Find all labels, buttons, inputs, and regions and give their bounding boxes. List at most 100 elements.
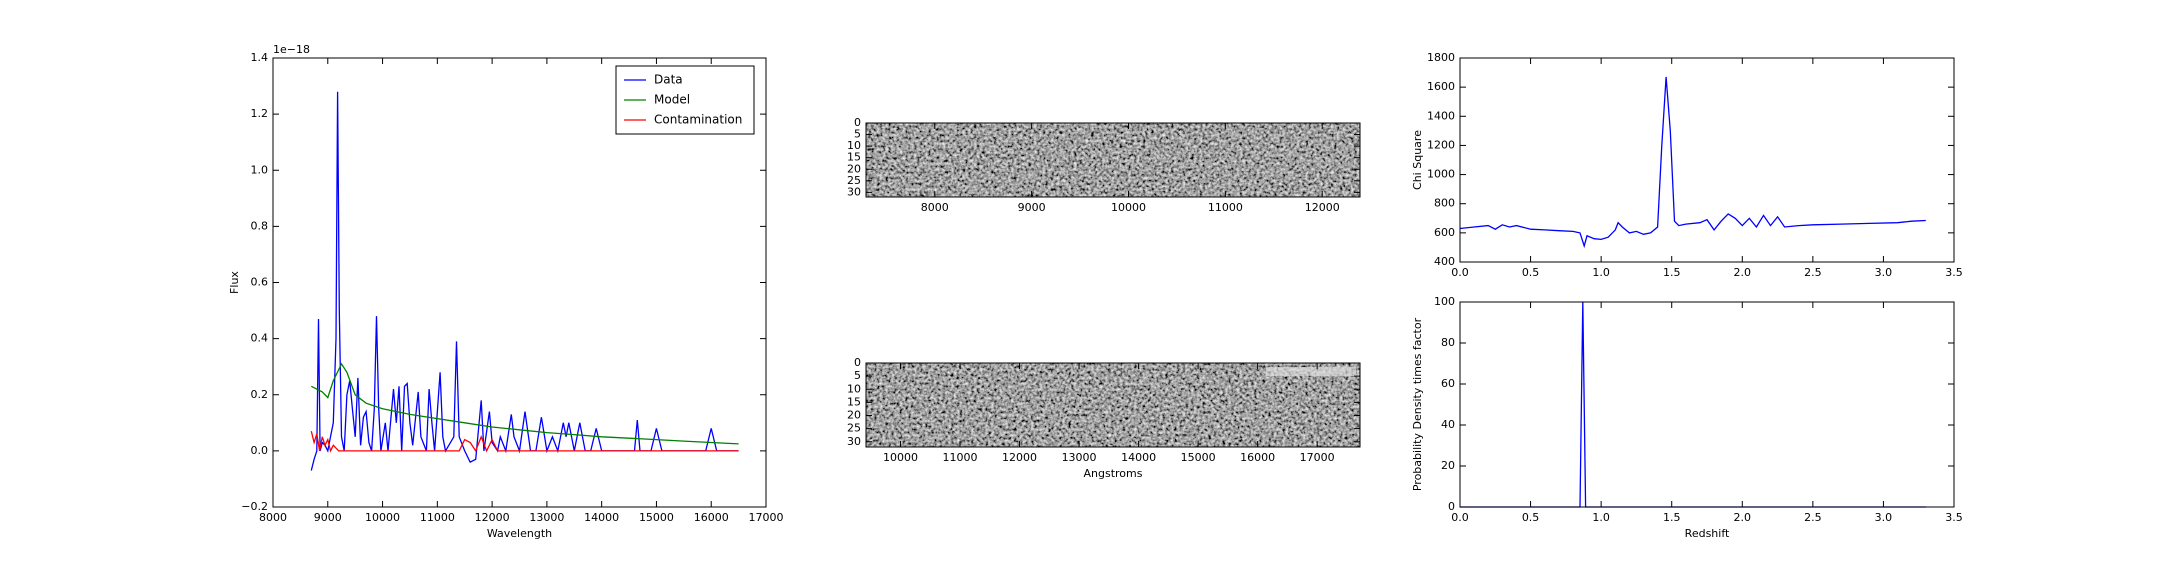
y-tick-label: 100: [1434, 295, 1455, 308]
x-axis-label: Wavelength: [487, 527, 552, 540]
x-tick-label: 17000: [1300, 451, 1335, 464]
y-tick-label: 40: [1441, 418, 1455, 431]
x-tick-label: 14000: [1121, 451, 1156, 464]
x-tick-label: 16000: [694, 511, 729, 524]
x-tick-label: 16000: [1240, 451, 1275, 464]
x-tick-label: 13000: [1062, 451, 1097, 464]
spectrum-image: [866, 123, 1360, 197]
x-tick-label: 2.5: [1804, 511, 1822, 524]
y-tick-label: 1400: [1427, 109, 1455, 122]
x-tick-label: 8000: [921, 201, 949, 214]
y-tick-label: 0: [854, 116, 861, 129]
y-tick-label: 1600: [1427, 80, 1455, 93]
x-tick-label: 9000: [314, 511, 342, 524]
y-tick-label: 5: [854, 128, 861, 141]
y-tick-label: 1.2: [251, 107, 269, 120]
y-tick-label: 0.8: [251, 219, 269, 232]
y-axis-label: Probability Density times factor: [1411, 317, 1424, 491]
y-tick-label: 20: [847, 409, 861, 422]
x-tick-label: 15000: [639, 511, 674, 524]
y-tick-label: 600: [1434, 226, 1455, 239]
x-tick-label: 9000: [1018, 201, 1046, 214]
x-tick-label: 2.0: [1734, 266, 1752, 279]
y-tick-label: 0.4: [251, 332, 269, 345]
y-tick-label: 0.2: [251, 388, 269, 401]
x-tick-label: 17000: [749, 511, 784, 524]
series-line: [1460, 301, 1926, 508]
y-tick-label: −0.2: [241, 500, 268, 513]
y-tick-label: 800: [1434, 197, 1455, 210]
y-tick-label: 1200: [1427, 138, 1455, 151]
y-axis-label: Chi Square: [1411, 130, 1424, 190]
x-tick-label: 2.5: [1804, 266, 1822, 279]
x-tick-label: 0.5: [1522, 266, 1540, 279]
y-tick-label: 1800: [1427, 51, 1455, 64]
series-line: [1459, 76, 1926, 249]
y-tick-label: 0.0: [251, 444, 269, 457]
x-tick-label: 12000: [475, 511, 510, 524]
x-tick-label: 0.0: [1451, 266, 1469, 279]
y-tick-label: 1.4: [251, 51, 269, 64]
y-tick-label: 60: [1441, 377, 1455, 390]
x-tick-label: 10000: [365, 511, 400, 524]
x-tick-label: 0.5: [1522, 511, 1540, 524]
legend-label: Contamination: [654, 113, 742, 127]
x-tick-label: 3.0: [1875, 511, 1893, 524]
y-offset-label: 1e−18: [273, 43, 310, 56]
y-tick-label: 0: [1448, 500, 1455, 513]
series-line: [310, 431, 739, 453]
y-tick-label: 0.6: [251, 276, 269, 289]
y-tick-label: 1.0: [251, 163, 269, 176]
y-axis-label: Flux: [228, 271, 241, 294]
y-tick-label: 0: [854, 356, 861, 369]
y-tick-label: 10: [847, 382, 861, 395]
x-tick-label: 8000: [259, 511, 287, 524]
x-tick-label: 3.0: [1875, 266, 1893, 279]
y-tick-label: 1000: [1427, 168, 1455, 181]
y-tick-label: 30: [847, 435, 861, 448]
y-tick-label: 15: [847, 395, 861, 408]
x-tick-label: 11000: [943, 451, 978, 464]
axes-frame: [865, 122, 1361, 198]
x-tick-label: 3.5: [1945, 266, 1963, 279]
x-tick-label: 11000: [1208, 201, 1243, 214]
y-tick-label: 15: [847, 151, 861, 164]
axes-frame: [1459, 301, 1955, 508]
axes-frame: [865, 362, 1361, 448]
series-line: [311, 362, 739, 445]
y-tick-label: 30: [847, 185, 861, 198]
x-tick-label: 1.5: [1663, 266, 1681, 279]
y-tick-label: 20: [847, 162, 861, 175]
y-tick-label: 400: [1434, 255, 1455, 268]
y-tick-label: 20: [1441, 459, 1455, 472]
bright-streak: [1266, 367, 1356, 376]
x-tick-label: 1.0: [1592, 511, 1610, 524]
x-tick-label: 14000: [584, 511, 619, 524]
y-tick-label: 25: [847, 422, 861, 435]
legend-label: Data: [654, 73, 683, 87]
x-tick-label: 12000: [1305, 201, 1340, 214]
x-axis-label: Redshift: [1685, 527, 1730, 540]
axes-frame: [1459, 57, 1955, 263]
legend-label: Model: [654, 93, 690, 107]
x-tick-label: 12000: [1002, 451, 1037, 464]
y-tick-label: 5: [854, 369, 861, 382]
y-tick-label: 10: [847, 139, 861, 152]
x-tick-label: 1.5: [1663, 511, 1681, 524]
x-tick-label: 13000: [529, 511, 564, 524]
spectrum-image: [866, 363, 1360, 447]
x-tick-label: 1.0: [1592, 266, 1610, 279]
y-tick-label: 25: [847, 174, 861, 187]
x-tick-label: 10000: [1111, 201, 1146, 214]
y-tick-label: 80: [1441, 336, 1455, 349]
x-tick-label: 15000: [1181, 451, 1216, 464]
x-tick-label: 11000: [420, 511, 455, 524]
series-line: [310, 91, 739, 471]
x-axis-label: Angstroms: [1084, 467, 1143, 480]
axes-frame: [272, 57, 767, 508]
x-tick-label: 2.0: [1734, 511, 1752, 524]
x-tick-label: 10000: [883, 451, 918, 464]
x-tick-label: 0.0: [1451, 511, 1469, 524]
x-tick-label: 3.5: [1945, 511, 1963, 524]
